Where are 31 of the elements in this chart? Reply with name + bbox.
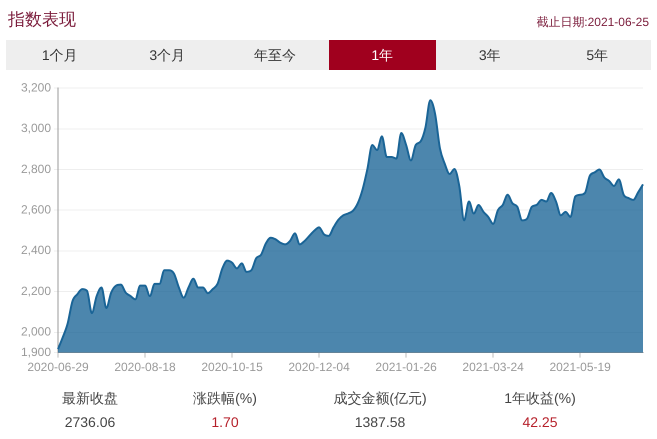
text: 年至今 [252,46,297,65]
text: 1年 [328,40,436,70]
text: 最新收盘 [61,390,119,408]
text: 42.25 [521,414,559,430]
text: 成交金额(亿元) [332,390,428,408]
y-tick-label: 2,400 [20,243,52,258]
text: 1387.58 [354,414,406,430]
x-tick-label: 2020-12-04 [288,360,350,374]
chart-subtitle: 截止日期:2021-06-25 [536,14,649,31]
x-tick-label: 2021-01-26 [375,360,438,374]
text: 1个月 [40,46,79,65]
x-tick-label: 2021-05-19 [549,360,612,374]
x-tick-label: 2020-06-29 [27,360,90,374]
text: 1.70 [210,414,240,430]
text: 3年 [478,46,502,65]
text: 1年收益(%) [503,390,577,408]
y-tick-label: 2,000 [20,324,52,339]
text: 3个月 [148,46,186,65]
x-tick-label: 2020-10-15 [201,360,264,374]
y-tick-label: 2,600 [20,202,52,217]
text: 2736.06 [64,414,116,430]
y-tick-label: 2,800 [20,162,52,176]
text: 5年 [585,46,610,65]
x-tick-label: 2021-03-24 [462,360,524,374]
text: 涨跌幅(%) [192,390,258,408]
x-tick-label: 2020-08-18 [114,360,176,374]
y-tick-label: 3,200 [20,80,52,95]
y-tick-label: 1,900 [20,344,52,359]
y-tick-label: 3,000 [20,121,52,136]
y-tick-label: 2,200 [20,284,52,298]
chart-title: 指数表现 [8,9,76,31]
